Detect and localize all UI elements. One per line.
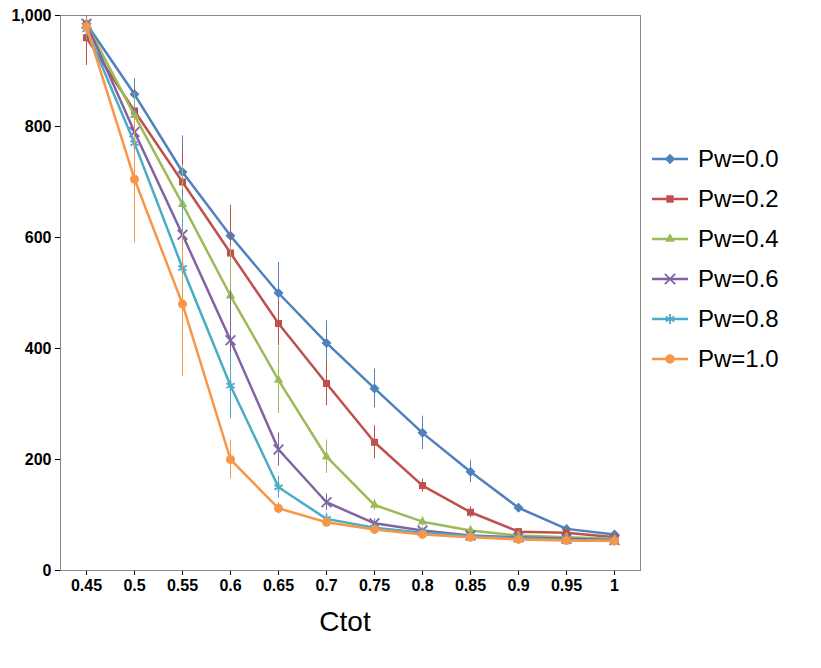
html-text:Pw=1.0: Pw=1.0 [698,345,779,372]
svg-text:1: 1 [610,577,619,594]
svg-text:0.55: 0.55 [167,577,198,594]
svg-text:600: 600 [25,229,52,246]
svg-text:0.85: 0.85 [455,577,486,594]
svg-text:800: 800 [25,118,52,135]
svg-text:1,000: 1,000 [11,7,51,24]
html-text:Pw=0.8: Pw=0.8 [698,305,779,332]
svg-text:0.65: 0.65 [263,577,294,594]
svg-text:200: 200 [25,451,52,468]
html-text:Pw=0.0: Pw=0.0 [698,145,779,172]
html-text:Pw=0.2: Pw=0.2 [698,185,779,212]
svg-text:0.95: 0.95 [551,577,582,594]
svg-text:400: 400 [25,340,52,357]
svg-text:0.45: 0.45 [71,577,102,594]
html-text:Ctot: Ctot [319,606,371,637]
html-text:Pw=0.4: Pw=0.4 [698,225,779,252]
svg-text:0.6: 0.6 [219,577,241,594]
html-text:Pw=0.6: Pw=0.6 [698,265,779,292]
svg-text:0.5: 0.5 [123,577,145,594]
svg-text:0.75: 0.75 [359,577,390,594]
svg-text:0.9: 0.9 [507,577,529,594]
svg-text:0.8: 0.8 [411,577,433,594]
svg-text:0: 0 [43,562,52,579]
svg-text:0.7: 0.7 [315,577,337,594]
